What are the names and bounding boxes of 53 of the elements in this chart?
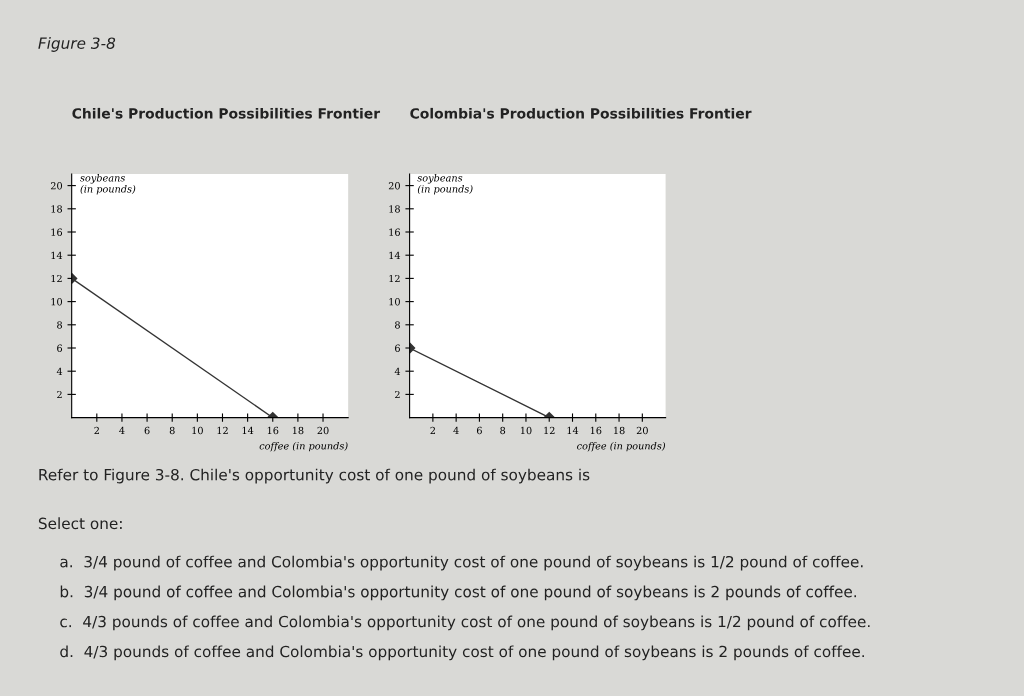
y-tick-label: 12	[389, 274, 400, 283]
x-tick-label: 16	[267, 426, 279, 435]
y-tick-label: 10	[389, 298, 400, 306]
y-tick-label: 10	[51, 298, 63, 306]
y-tick-label: 8	[57, 321, 62, 329]
y-tick-label: 16	[389, 228, 400, 236]
y-tick-label: 20	[50, 182, 63, 190]
y-tick-label: 2	[395, 390, 400, 399]
chart-title: Colombia's Production Possibilities Frontier	[410, 107, 752, 119]
y-tick-label: 6	[57, 344, 63, 352]
y-tick-label: 16	[51, 228, 63, 236]
x-axis-title: coffee (in pounds)	[577, 441, 665, 452]
y-axis-title: soybeans (in pounds)	[417, 174, 473, 195]
text: a. 3/4 pound of coffee and Colombia's opportunity cost of one pound of soybeans is 1/2 pound of coffee.	[60, 555, 863, 571]
x-tick-label: 10	[192, 426, 203, 435]
x-tick-label: 2	[430, 426, 436, 435]
y-tick-label: 2	[57, 390, 62, 399]
x-tick-label: 6	[476, 426, 482, 435]
y-tick-label: 14	[51, 251, 63, 259]
y-axis-title: soybeans (in pounds)	[80, 174, 136, 195]
x-tick-label: 4	[119, 426, 125, 435]
text: Refer to Figure 3-8. Chile's opportunity cost of one pound of soybeans is	[39, 468, 590, 484]
x-tick-label: 12	[217, 426, 228, 435]
x-tick-label: 14	[242, 426, 254, 435]
x-tick-label: 8	[500, 426, 506, 435]
x-tick-label: 12	[544, 426, 555, 435]
text: c. 4/3 pounds of coffee and Colombia's opportunity cost of one pound of soybeans is 1/2 pound of coffee.	[60, 615, 870, 631]
x-tick-label: 10	[520, 426, 532, 435]
x-tick-label: 4	[453, 426, 459, 435]
text: d. 4/3 pounds of coffee and Colombia's opportunity cost of one pound of soybeans is 2 pounds of coffee.	[60, 645, 864, 661]
y-tick-label: 18	[389, 205, 400, 213]
x-axis-title: coffee (in pounds)	[259, 441, 348, 452]
x-tick-label: 18	[614, 426, 625, 435]
x-tick-label: 8	[169, 426, 175, 435]
text: b. 3/4 pound of coffee and Colombia's opportunity cost of one pound of soybeans is 2 pounds of coffee.	[60, 585, 857, 601]
x-tick-label: 6	[144, 426, 150, 435]
y-tick-label: 14	[389, 251, 401, 259]
x-tick-label: 20	[636, 426, 648, 435]
y-tick-label: 18	[51, 205, 62, 213]
y-tick-label: 8	[395, 321, 400, 329]
text: Select one:	[38, 517, 122, 530]
y-tick-label: 6	[395, 344, 400, 352]
x-tick-label: 14	[567, 426, 579, 435]
caption: Figure 3-8	[38, 37, 116, 52]
x-tick-label: 20	[317, 426, 329, 435]
x-tick-label: 2	[94, 426, 99, 435]
x-tick-label: 18	[292, 426, 304, 435]
y-tick-label: 12	[51, 274, 62, 283]
y-tick-label: 4	[394, 367, 401, 375]
chart-title: Chile's Production Possibilities Frontier	[72, 107, 381, 119]
x-tick-label: 16	[590, 426, 602, 435]
y-tick-label: 20	[388, 182, 400, 190]
y-tick-label: 4	[56, 367, 63, 375]
